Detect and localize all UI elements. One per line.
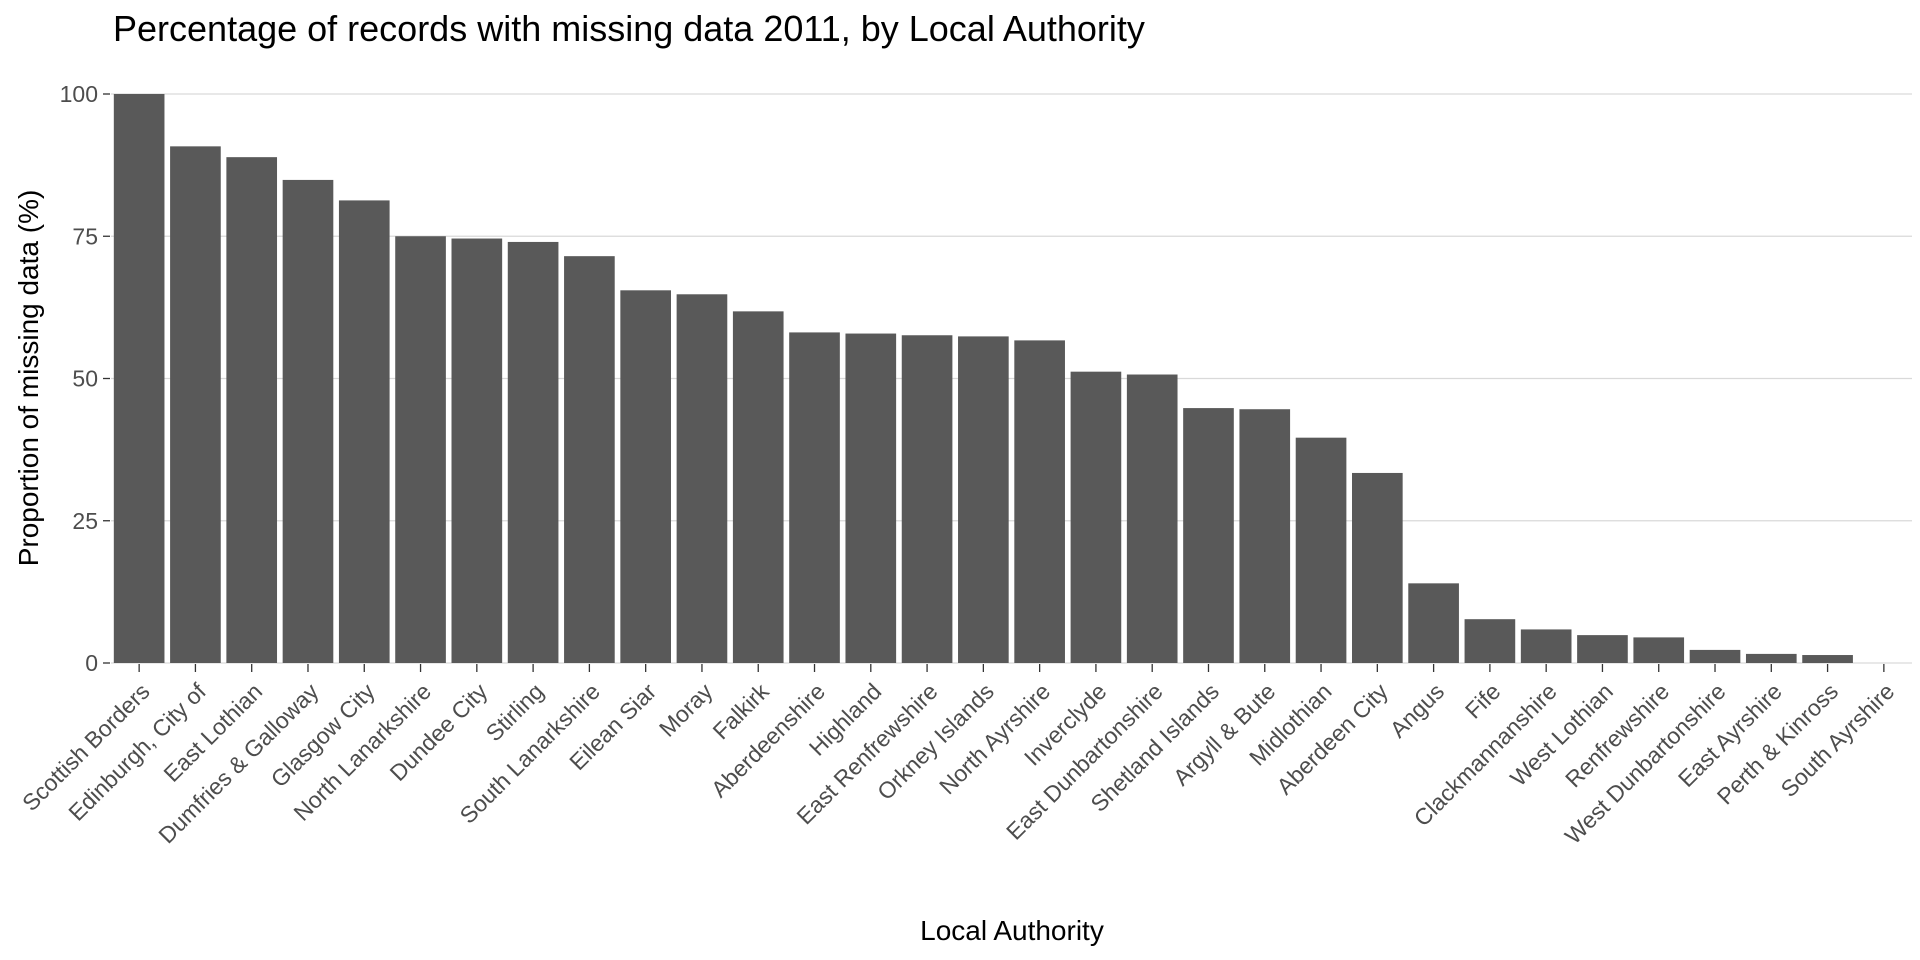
chart-title: Percentage of records with missing data … [113,8,1145,49]
x-axis-title: Local Authority [920,915,1104,946]
bar [113,94,165,663]
bar [845,333,897,663]
bar [958,336,1009,663]
bar [507,241,559,663]
bar [620,290,671,663]
y-tick-label: 50 [72,366,98,392]
y-tick-label: 100 [60,81,98,107]
bar [451,238,503,663]
bar [1183,408,1234,663]
bar [395,236,446,663]
bar [676,294,728,663]
x-tick-label: Angus [1385,678,1450,743]
bar [226,157,278,663]
bar [901,335,953,663]
bars [113,94,1853,663]
bar [1464,619,1516,663]
bar [1802,655,1853,663]
x-tick-label: Moray [654,678,718,742]
bar [1577,635,1628,663]
bar [1295,437,1347,663]
bar [1745,653,1797,663]
bar [789,332,840,663]
y-axis: 0 25 50 75 100 [60,81,110,676]
bar [1070,371,1122,663]
bar [1014,340,1065,663]
bar [1520,629,1572,663]
bar [170,146,221,663]
bar [1633,637,1685,663]
bar [1126,374,1178,663]
bar [1408,583,1459,663]
bar [282,179,334,663]
y-tick-label: 75 [72,223,98,249]
y-tick-label: 25 [72,508,98,534]
y-tick-label: 0 [85,650,98,676]
bar [732,311,784,663]
y-axis-title: Proportion of missing data (%) [13,190,44,567]
bar [1352,472,1403,663]
bar [1239,409,1291,663]
bar [1689,649,1741,663]
x-tick-label: Fife [1460,678,1505,723]
bar [338,200,390,663]
bar [564,256,615,663]
